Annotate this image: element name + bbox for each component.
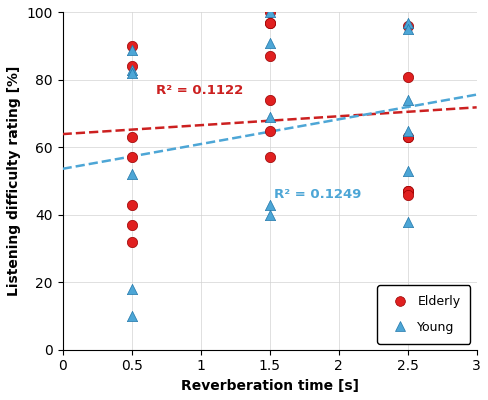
Point <box>404 134 411 140</box>
Point <box>404 97 411 103</box>
Point <box>404 127 411 134</box>
Point <box>404 19 411 26</box>
Point <box>128 134 136 140</box>
Point <box>128 63 136 70</box>
Point <box>404 26 411 32</box>
Point <box>404 218 411 225</box>
Point <box>128 239 136 245</box>
Point <box>128 286 136 292</box>
X-axis label: Reverberation time [s]: Reverberation time [s] <box>181 379 359 393</box>
Point <box>128 202 136 208</box>
Point <box>266 9 274 16</box>
Point <box>266 127 274 134</box>
Point <box>128 46 136 53</box>
Point <box>404 23 411 29</box>
Point <box>266 97 274 103</box>
Text: R² = 0.1122: R² = 0.1122 <box>157 84 244 96</box>
Point <box>404 188 411 194</box>
Point <box>128 171 136 178</box>
Point <box>266 114 274 120</box>
Point <box>404 73 411 80</box>
Point <box>128 154 136 161</box>
Point <box>266 53 274 60</box>
Point <box>266 19 274 26</box>
Point <box>266 19 274 26</box>
Point <box>128 70 136 76</box>
Point <box>128 222 136 228</box>
Point <box>404 168 411 174</box>
Point <box>404 134 411 140</box>
Text: R² = 0.1249: R² = 0.1249 <box>274 188 361 201</box>
Point <box>266 40 274 46</box>
Point <box>128 313 136 319</box>
Point <box>404 188 411 194</box>
Point <box>266 202 274 208</box>
Point <box>266 212 274 218</box>
Point <box>404 192 411 198</box>
Point <box>266 154 274 161</box>
Point <box>266 9 274 16</box>
Y-axis label: Listening difficulty rating [%]: Listening difficulty rating [%] <box>7 66 21 296</box>
Point <box>128 43 136 49</box>
Point <box>128 66 136 73</box>
Legend: Elderly, Young: Elderly, Young <box>377 285 470 344</box>
